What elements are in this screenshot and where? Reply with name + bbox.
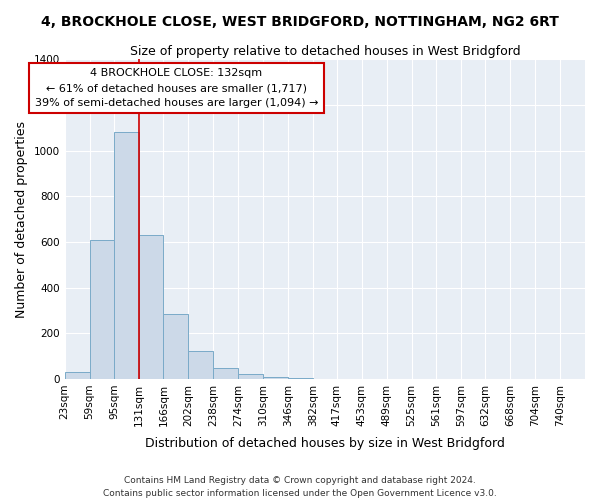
Text: 4 BROCKHOLE CLOSE: 132sqm
← 61% of detached houses are smaller (1,717)
39% of se: 4 BROCKHOLE CLOSE: 132sqm ← 61% of detac… [35, 68, 318, 108]
Bar [115, 132, 139, 379]
Bar [188, 352, 213, 379]
Y-axis label: Number of detached properties: Number of detached properties [15, 120, 28, 318]
Text: Contains HM Land Registry data © Crown copyright and database right 2024.
Contai: Contains HM Land Registry data © Crown c… [103, 476, 497, 498]
Text: 4, BROCKHOLE CLOSE, WEST BRIDGFORD, NOTTINGHAM, NG2 6RT: 4, BROCKHOLE CLOSE, WEST BRIDGFORD, NOTT… [41, 15, 559, 29]
Bar [65, 372, 89, 379]
Title: Size of property relative to detached houses in West Bridgford: Size of property relative to detached ho… [130, 45, 520, 58]
Bar [163, 314, 188, 379]
Bar [213, 368, 238, 379]
Bar [89, 240, 115, 379]
Bar [238, 374, 263, 379]
Bar [263, 376, 288, 379]
X-axis label: Distribution of detached houses by size in West Bridgford: Distribution of detached houses by size … [145, 437, 505, 450]
Bar [139, 235, 163, 379]
